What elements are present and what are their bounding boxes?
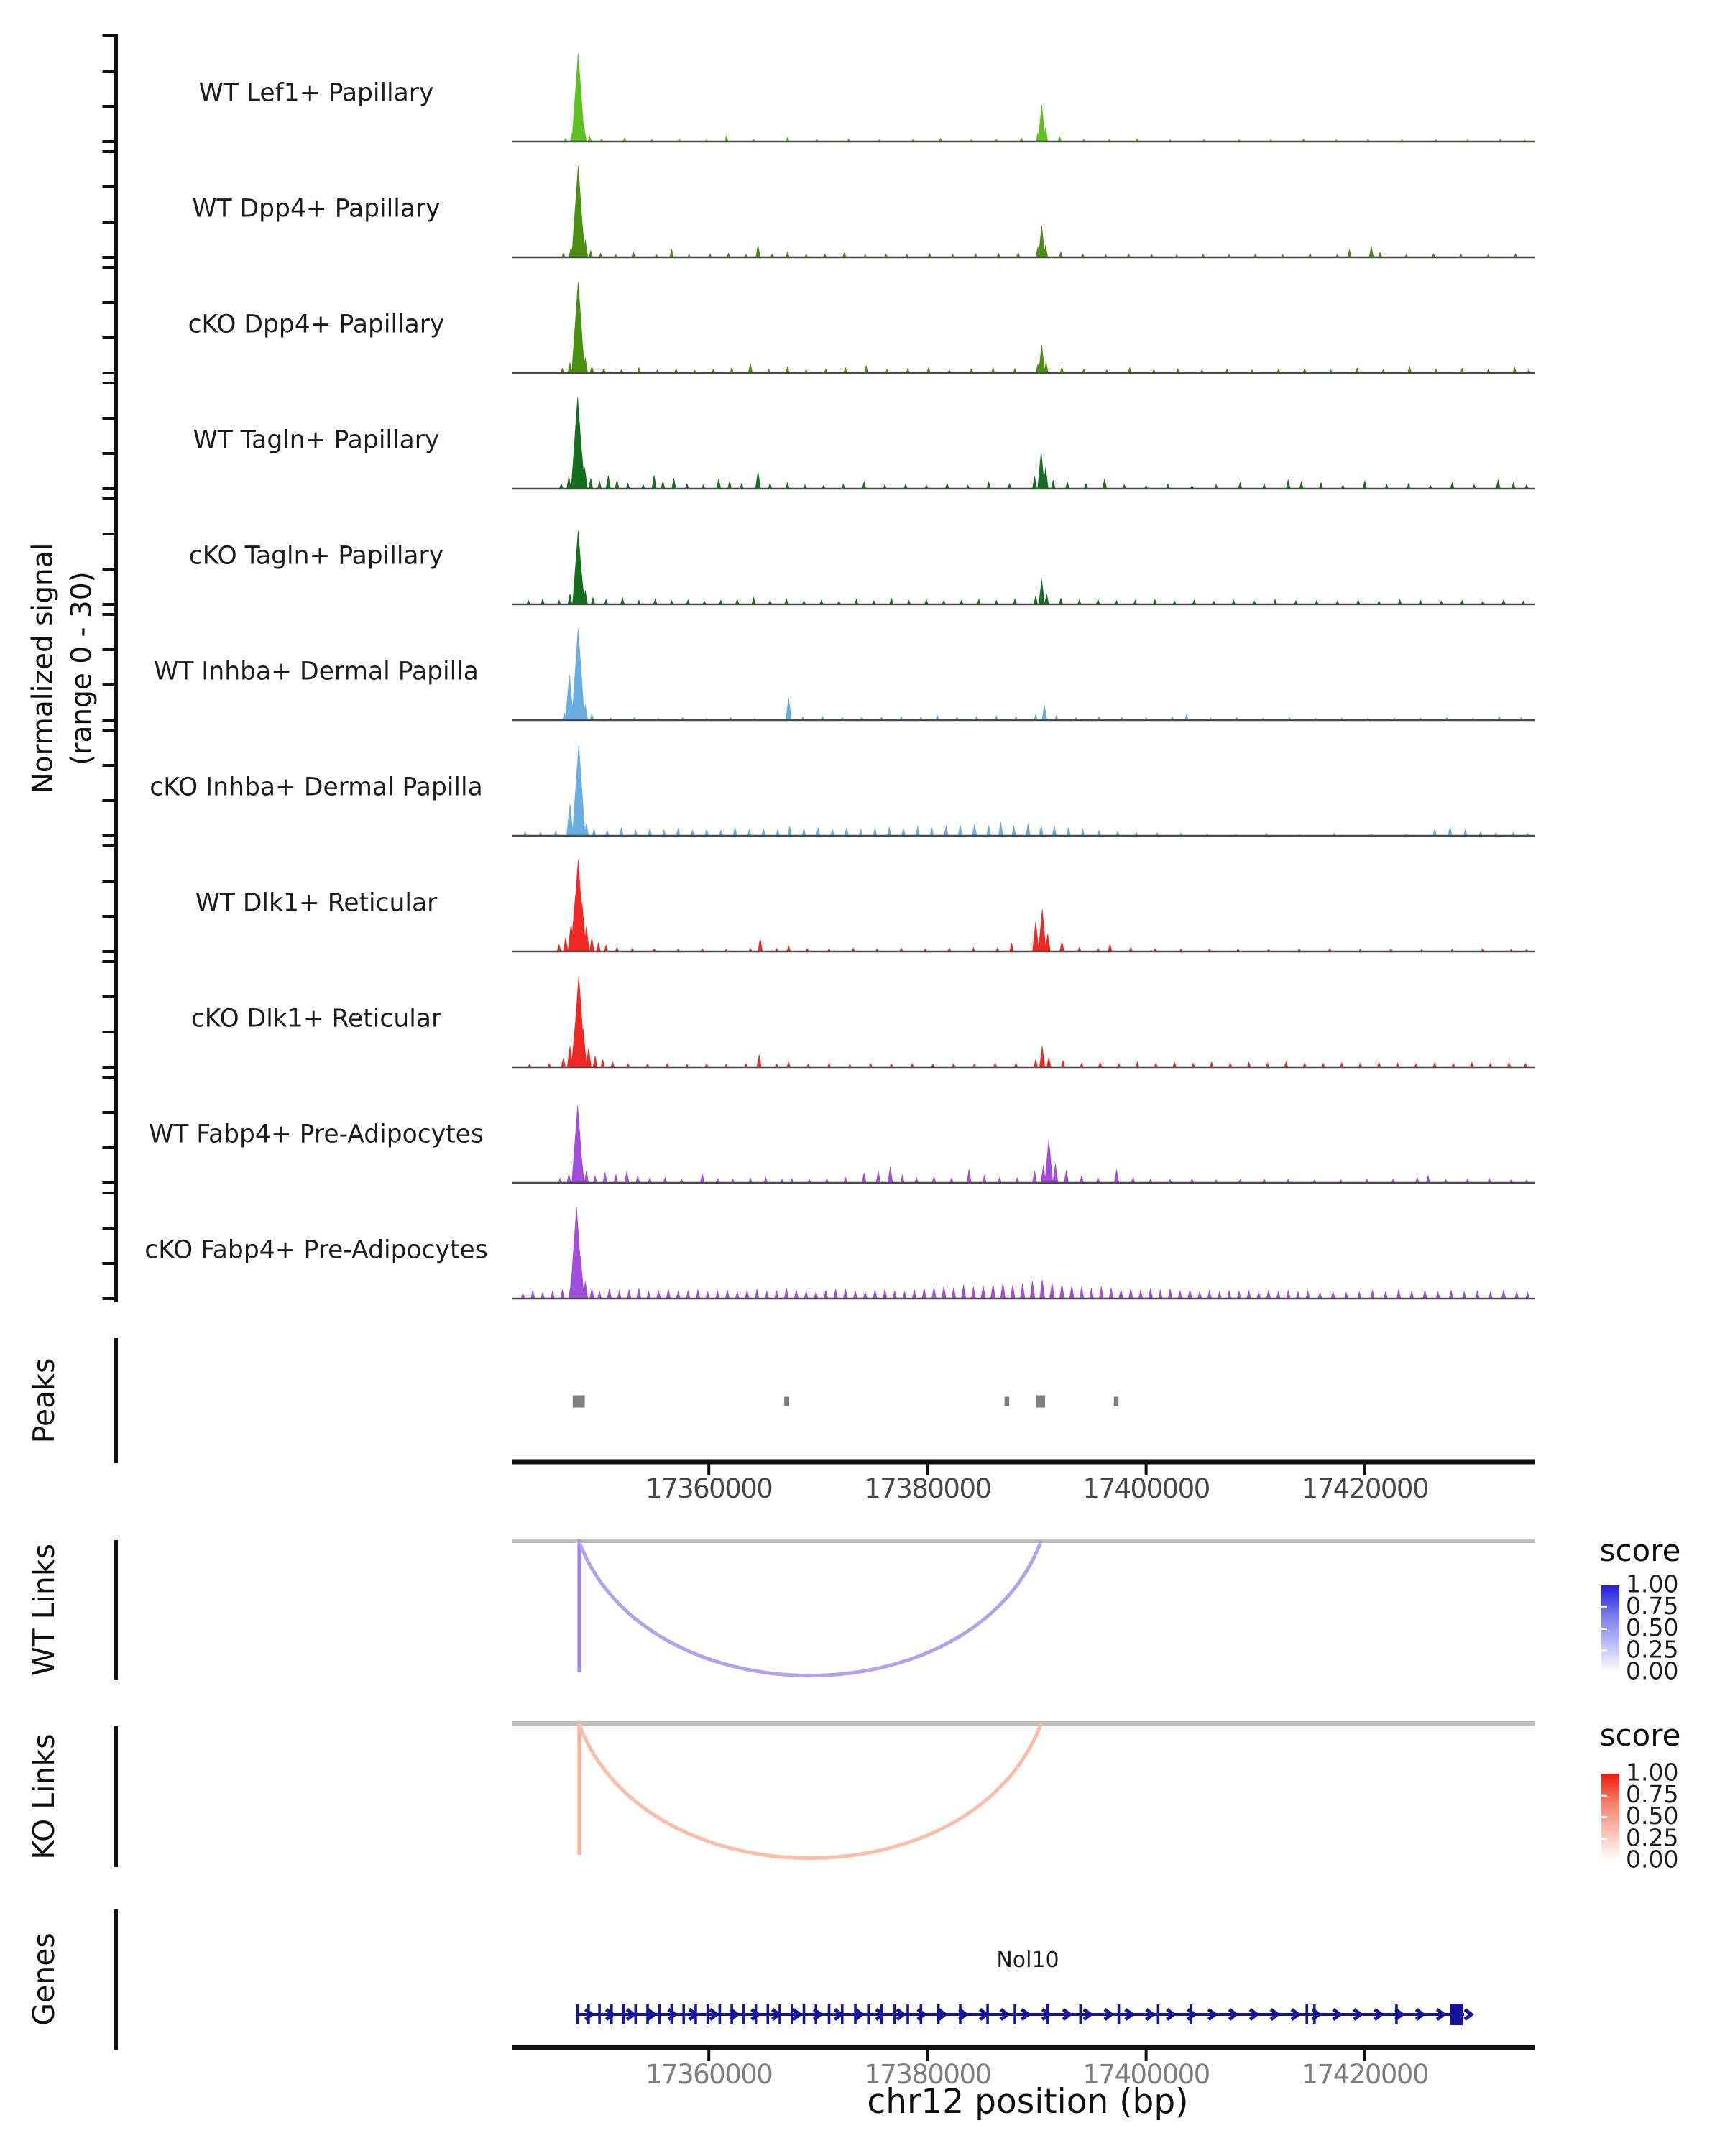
peak-interval [1036,1395,1045,1408]
genome-ruler-tick-label: 17400000 [1082,2059,1209,2090]
signal-track: WT Dpp4+ Papillary [192,165,1535,259]
track-label: cKO Dlk1+ Reticular [191,1005,442,1033]
track-label: WT Dlk1+ Reticular [196,889,438,918]
genome-ruler-tick-label: 17360000 [645,1473,772,1504]
gene-strand-arrow-icon [1103,2008,1115,2021]
gene-strand-arrow-icon [1207,2008,1218,2021]
score-legend-tick-label: 0.50 [1626,1613,1678,1641]
gene-strand-arrow-icon [854,2008,865,2021]
gene-strand-arrow-icon [709,2008,719,2021]
track-label: WT Tagln+ Papillary [193,426,440,455]
gene-strand-arrow-icon [1353,2008,1363,2021]
gene-strand-arrow-icon [1166,2008,1177,2021]
section-label-peaks: Peaks [27,1358,61,1444]
score-legend-tick-label: 1.00 [1626,1759,1678,1787]
gene-strand-arrow-icon [646,2008,658,2021]
x-axis-title: chr12 position (bp) [867,2082,1188,2122]
score-legend-tick-label: 0.75 [1626,1592,1678,1620]
track-label: WT Lef1+ Papillary [199,79,434,108]
gene-strand-arrow-icon [1248,2008,1260,2021]
track-label: cKO Inhba+ Dermal Papilla [150,773,483,802]
track-label: WT Fabp4+ Pre-Adipocytes [149,1120,484,1149]
track-label: cKO Tagln+ Papillary [189,542,443,571]
gene-strand-arrow-icon [1269,2008,1281,2021]
signal-area [558,1105,1529,1184]
signal-track: cKO Dpp4+ Papillary [188,281,1535,374]
genome-ruler-tick-label: 17420000 [1302,2059,1428,2090]
gene-strand-arrow-icon [1290,2008,1302,2021]
gene-strand-arrow-icon [1020,2008,1031,2021]
signal-track: cKO Fabp4+ Pre-Adipocytes [144,1207,1535,1300]
section-label-genes: Genes [27,1932,61,2026]
signal-track: cKO Inhba+ Dermal Papilla [150,744,1535,837]
signal-area [520,1207,1530,1299]
ko-links-legend-title: score [1600,1718,1681,1753]
signal-track: WT Dlk1+ Reticular [196,860,1535,953]
peak-interval [572,1395,585,1408]
gene-strand-arrow-icon [896,2008,907,2021]
signal-area [562,628,1524,721]
genome-ruler-tick-label: 17400000 [1082,1473,1209,1504]
score-legend-tick-label: 0.25 [1626,1823,1678,1851]
signal-area [560,281,1531,374]
track-label: cKO Fabp4+ Pre-Adipocytes [144,1236,487,1265]
genome-ruler-tick-label: 17380000 [864,1473,990,1504]
signal-track: cKO Tagln+ Papillary [189,530,1535,606]
y-axis-label-line2: (range 0 - 30) [66,571,98,765]
gene-strand-arrow-icon [1414,2008,1426,2021]
wt-links-legend-title: score [1600,1533,1681,1568]
gene-strand-arrow-icon [1374,2008,1384,2021]
peak-interval [1113,1396,1119,1406]
generated-chart-layers: WT Lef1+ Papillary WT Dpp4+ Papillary cKO … [102,34,1678,2090]
gene-strand-arrow-icon [1062,2008,1073,2021]
score-legend-tick-label: 0.00 [1626,1657,1678,1685]
signal-area [526,530,1526,605]
signal-area [561,165,1518,258]
gene-strand-arrow-icon [1332,2008,1343,2021]
score-legend-tick-label: 0.00 [1626,1846,1678,1874]
signal-track: cKO Dlk1+ Reticular [191,975,1535,1069]
gene-strand-arrow-icon [750,2008,761,2021]
section-label-wt-links: WT Links [27,1544,61,1676]
score-legend-tick-label: 0.25 [1626,1635,1678,1663]
signal-track: WT Tagln+ Papillary [193,397,1535,490]
signal-area [527,975,1528,1068]
signal-area [564,53,1527,142]
gene-strand-arrow-icon [625,2008,637,2021]
gene-strand-arrow-icon [1124,2008,1135,2021]
track-label: WT Dpp4+ Papillary [192,195,440,224]
signal-track: WT Fabp4+ Pre-Adipocytes [149,1105,1535,1184]
gene-terminal-exon-block [1450,2004,1463,2025]
gene-strand-arrow-icon [999,2008,1011,2021]
score-legend-tick-label: 0.75 [1626,1780,1678,1808]
signal-track: WT Inhba+ Dermal Papilla [154,628,1535,722]
signal-area [558,397,1529,489]
genome-ruler-tick-label: 17380000 [864,2059,990,2090]
gene-strand-arrow-icon [1435,2008,1447,2021]
track-label: WT Inhba+ Dermal Papilla [154,658,479,686]
gene-name-label: Nol10 [996,1948,1059,1973]
y-axis-label-line1: Normalized signal [27,543,60,794]
wt-links-link-arc [576,1540,1043,1677]
genome-ruler-tick-label: 17360000 [645,2059,772,2090]
genome-ruler-tick-label: 17420000 [1302,1473,1428,1504]
signal-track: WT Lef1+ Papillary [199,53,1535,143]
gene-strand-arrow-icon [791,2008,803,2021]
peak-interval [784,1396,789,1406]
track-label: cKO Dpp4+ Papillary [188,310,445,339]
ko-links-link-arc [576,1723,1043,1860]
peak-interval [1004,1396,1010,1406]
gene-strand-arrow-icon [1228,2008,1239,2021]
gene-strand-arrow-icon [1463,2008,1475,2021]
gene-strand-arrow-icon [1145,2008,1156,2021]
signal-area [556,860,1529,952]
signal-area [523,744,1530,837]
score-legend-tick-label: 0.50 [1626,1802,1678,1830]
score-legend-tick-label: 1.00 [1626,1570,1678,1598]
gene-strand-arrow-icon [937,2008,948,2021]
section-label-ko-links: KO Links [27,1733,61,1859]
gene-strand-arrow-icon [1082,2008,1094,2021]
